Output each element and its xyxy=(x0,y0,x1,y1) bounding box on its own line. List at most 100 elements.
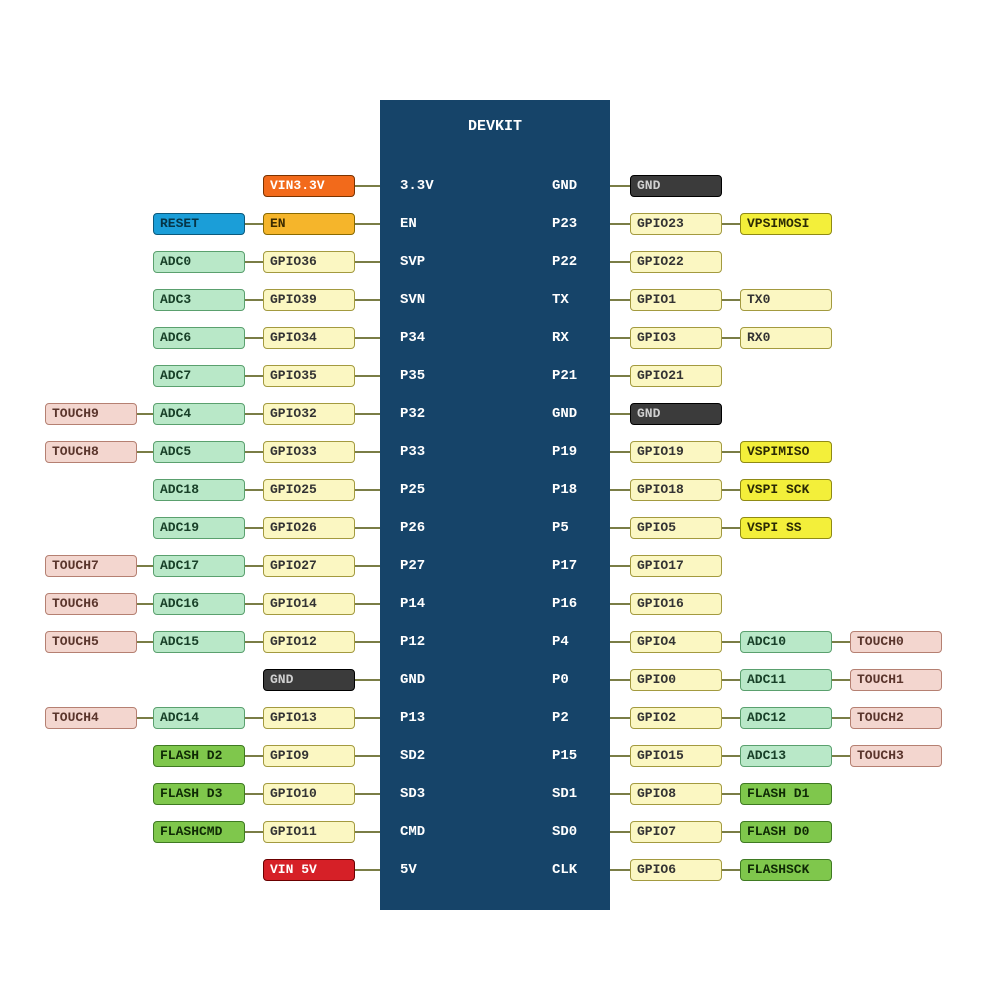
pin-left-3: SVN xyxy=(400,289,425,311)
tag-flash: FLASH D3 xyxy=(153,783,245,805)
wire xyxy=(137,451,153,453)
wire xyxy=(137,641,153,643)
wire xyxy=(610,755,630,757)
wire xyxy=(355,413,380,415)
tag-reset: RESET xyxy=(153,213,245,235)
tag-touch: TOUCH0 xyxy=(850,631,942,653)
tag-flash: FLASH D1 xyxy=(740,783,832,805)
tag-gpio: GPIO35 xyxy=(263,365,355,387)
wire xyxy=(137,717,153,719)
pin-left-10: P27 xyxy=(400,555,425,577)
tag-gpio: GPIO9 xyxy=(263,745,355,767)
wire xyxy=(245,717,263,719)
wire xyxy=(722,793,740,795)
pin-left-1: EN xyxy=(400,213,417,235)
wire xyxy=(722,223,740,225)
wire xyxy=(610,413,630,415)
pin-right-7: P19 xyxy=(552,441,577,463)
tag-gpio: GPIO0 xyxy=(630,669,722,691)
tag-gpio: GPIO21 xyxy=(630,365,722,387)
wire xyxy=(137,413,153,415)
tag-uart: RX0 xyxy=(740,327,832,349)
pin-right-13: P0 xyxy=(552,669,569,691)
pin-left-0: 3.3V xyxy=(400,175,434,197)
wire xyxy=(610,717,630,719)
wire xyxy=(245,413,263,415)
tag-gpio: GPIO16 xyxy=(630,593,722,615)
tag-gpio: GPIO13 xyxy=(263,707,355,729)
tag-touch: TOUCH5 xyxy=(45,631,137,653)
wire xyxy=(245,527,263,529)
wire xyxy=(245,489,263,491)
pin-right-9: P5 xyxy=(552,517,569,539)
tag-gnd: GND xyxy=(263,669,355,691)
tag-spi: VSPI SCK xyxy=(740,479,832,501)
tag-gpio: GPIO33 xyxy=(263,441,355,463)
tag-gpio: GPIO5 xyxy=(630,517,722,539)
pin-right-10: P17 xyxy=(552,555,577,577)
pin-left-14: P13 xyxy=(400,707,425,729)
wire xyxy=(610,869,630,871)
wire xyxy=(722,527,740,529)
pin-right-16: SD1 xyxy=(552,783,577,805)
wire xyxy=(355,565,380,567)
pin-right-0: GND xyxy=(552,175,577,197)
tag-touch: TOUCH1 xyxy=(850,669,942,691)
tag-gpio: GPIO19 xyxy=(630,441,722,463)
tag-gpio: GPIO32 xyxy=(263,403,355,425)
tag-adc: ADC4 xyxy=(153,403,245,425)
wire xyxy=(722,679,740,681)
tag-gpio: GPIO26 xyxy=(263,517,355,539)
wire xyxy=(355,831,380,833)
wire xyxy=(355,527,380,529)
tag-enable: EN xyxy=(263,213,355,235)
tag-adc: ADC18 xyxy=(153,479,245,501)
tag-touch: TOUCH3 xyxy=(850,745,942,767)
wire xyxy=(722,831,740,833)
tag-adc: ADC17 xyxy=(153,555,245,577)
wire xyxy=(355,337,380,339)
tag-touch: TOUCH8 xyxy=(45,441,137,463)
pin-right-5: P21 xyxy=(552,365,577,387)
wire xyxy=(355,375,380,377)
wire xyxy=(245,793,263,795)
pin-right-15: P15 xyxy=(552,745,577,767)
wire xyxy=(722,337,740,339)
wire xyxy=(355,185,380,187)
wire xyxy=(245,261,263,263)
tag-spi: VSPIMISO xyxy=(740,441,832,463)
wire xyxy=(245,337,263,339)
tag-gpio: GPIO4 xyxy=(630,631,722,653)
wire xyxy=(245,299,263,301)
pin-left-18: 5V xyxy=(400,859,417,881)
wire xyxy=(610,831,630,833)
wire xyxy=(355,261,380,263)
wire xyxy=(245,375,263,377)
pin-right-18: CLK xyxy=(552,859,577,881)
wire xyxy=(610,337,630,339)
tag-gpio: GPIO10 xyxy=(263,783,355,805)
wire xyxy=(722,489,740,491)
wire xyxy=(722,869,740,871)
wire xyxy=(137,565,153,567)
wire xyxy=(722,641,740,643)
wire xyxy=(355,223,380,225)
tag-gpio: GPIO1 xyxy=(630,289,722,311)
pin-right-6: GND xyxy=(552,403,577,425)
wire xyxy=(355,717,380,719)
tag-gpio: GPIO14 xyxy=(263,593,355,615)
tag-adc: ADC0 xyxy=(153,251,245,273)
tag-adc: ADC5 xyxy=(153,441,245,463)
tag-touch: TOUCH2 xyxy=(850,707,942,729)
tag-gpio: GPIO22 xyxy=(630,251,722,273)
pin-right-14: P2 xyxy=(552,707,569,729)
tag-adc: ADC6 xyxy=(153,327,245,349)
tag-spi: VPSIMOSI xyxy=(740,213,832,235)
tag-gpio: GPIO36 xyxy=(263,251,355,273)
pin-right-12: P4 xyxy=(552,631,569,653)
pin-left-4: P34 xyxy=(400,327,425,349)
pin-left-8: P25 xyxy=(400,479,425,501)
pin-right-2: P22 xyxy=(552,251,577,273)
pin-right-1: P23 xyxy=(552,213,577,235)
wire xyxy=(610,527,630,529)
